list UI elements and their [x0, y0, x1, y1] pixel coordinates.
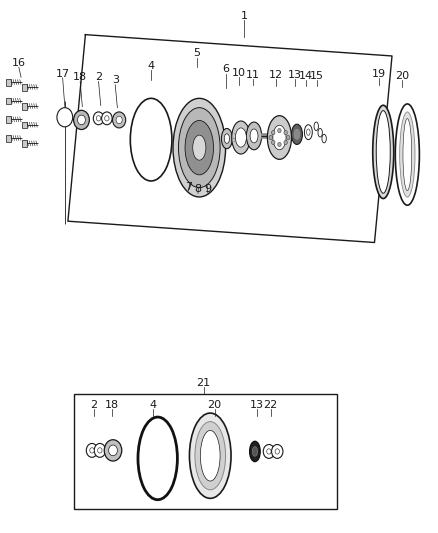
- Bar: [6, 135, 11, 142]
- Circle shape: [74, 110, 89, 130]
- Text: 16: 16: [12, 58, 26, 68]
- Circle shape: [96, 116, 101, 121]
- Circle shape: [113, 112, 126, 128]
- Text: 13: 13: [250, 400, 264, 410]
- Ellipse shape: [304, 125, 312, 140]
- Text: 12: 12: [269, 70, 283, 79]
- Bar: [6, 79, 11, 86]
- Circle shape: [275, 449, 279, 454]
- Text: 2: 2: [95, 72, 102, 82]
- Circle shape: [272, 131, 275, 135]
- Circle shape: [272, 140, 275, 144]
- Ellipse shape: [179, 108, 220, 188]
- Text: 10: 10: [232, 68, 246, 78]
- Ellipse shape: [189, 413, 231, 498]
- Ellipse shape: [246, 122, 261, 150]
- Ellipse shape: [200, 431, 220, 481]
- Bar: [6, 116, 11, 123]
- Text: 3: 3: [112, 76, 119, 85]
- Ellipse shape: [395, 104, 420, 205]
- Bar: [22, 84, 27, 91]
- Ellipse shape: [267, 116, 292, 159]
- Circle shape: [109, 445, 117, 456]
- Text: 19: 19: [372, 69, 386, 78]
- Bar: [6, 98, 11, 104]
- Text: 6: 6: [222, 64, 229, 74]
- Circle shape: [93, 112, 104, 125]
- Circle shape: [284, 131, 287, 135]
- Ellipse shape: [138, 417, 177, 500]
- Ellipse shape: [173, 98, 226, 197]
- Circle shape: [78, 115, 85, 125]
- Ellipse shape: [193, 135, 206, 160]
- Circle shape: [86, 443, 98, 457]
- Ellipse shape: [250, 129, 258, 143]
- Ellipse shape: [250, 441, 260, 462]
- Ellipse shape: [403, 118, 412, 191]
- Ellipse shape: [307, 129, 310, 135]
- Text: 13: 13: [288, 70, 302, 79]
- Bar: [22, 140, 27, 147]
- Text: 2: 2: [91, 400, 98, 410]
- Circle shape: [90, 448, 94, 453]
- Text: 14: 14: [299, 71, 313, 80]
- Ellipse shape: [195, 422, 226, 490]
- Text: 22: 22: [264, 400, 278, 410]
- Text: 4: 4: [150, 400, 157, 410]
- Text: 20: 20: [395, 71, 409, 80]
- Text: 5: 5: [194, 49, 201, 58]
- Ellipse shape: [224, 134, 230, 143]
- Bar: [22, 122, 27, 128]
- Ellipse shape: [232, 121, 250, 154]
- Circle shape: [269, 135, 272, 140]
- Ellipse shape: [376, 111, 390, 193]
- Ellipse shape: [314, 122, 318, 131]
- Text: 18: 18: [105, 400, 119, 410]
- Text: 9: 9: [205, 184, 212, 194]
- Circle shape: [98, 448, 102, 453]
- Circle shape: [286, 135, 290, 140]
- Circle shape: [263, 445, 275, 458]
- Text: 4: 4: [148, 61, 155, 70]
- Text: 18: 18: [73, 72, 87, 82]
- Ellipse shape: [236, 128, 246, 147]
- Circle shape: [116, 116, 122, 124]
- Circle shape: [102, 112, 112, 125]
- Circle shape: [105, 116, 109, 121]
- Text: 1: 1: [241, 11, 248, 21]
- Circle shape: [278, 142, 281, 147]
- Ellipse shape: [130, 98, 172, 181]
- Circle shape: [104, 440, 122, 461]
- Ellipse shape: [294, 130, 300, 139]
- Circle shape: [272, 445, 283, 458]
- Text: 8: 8: [194, 184, 201, 194]
- Ellipse shape: [222, 128, 232, 149]
- Text: 20: 20: [208, 400, 222, 410]
- Text: 17: 17: [56, 69, 70, 78]
- Circle shape: [284, 140, 287, 144]
- Text: 21: 21: [197, 378, 211, 387]
- Ellipse shape: [291, 124, 302, 144]
- Ellipse shape: [318, 128, 322, 137]
- Text: 15: 15: [310, 71, 324, 80]
- Ellipse shape: [399, 112, 415, 197]
- Ellipse shape: [373, 106, 394, 199]
- Ellipse shape: [252, 447, 258, 456]
- Ellipse shape: [185, 120, 214, 175]
- Circle shape: [267, 449, 271, 454]
- Circle shape: [278, 128, 281, 133]
- Bar: [74, 394, 337, 509]
- Circle shape: [57, 108, 73, 127]
- Ellipse shape: [273, 125, 286, 150]
- Ellipse shape: [322, 134, 326, 143]
- Text: 7: 7: [185, 182, 192, 191]
- Text: 11: 11: [246, 70, 260, 79]
- Bar: [22, 103, 27, 110]
- Circle shape: [94, 443, 106, 457]
